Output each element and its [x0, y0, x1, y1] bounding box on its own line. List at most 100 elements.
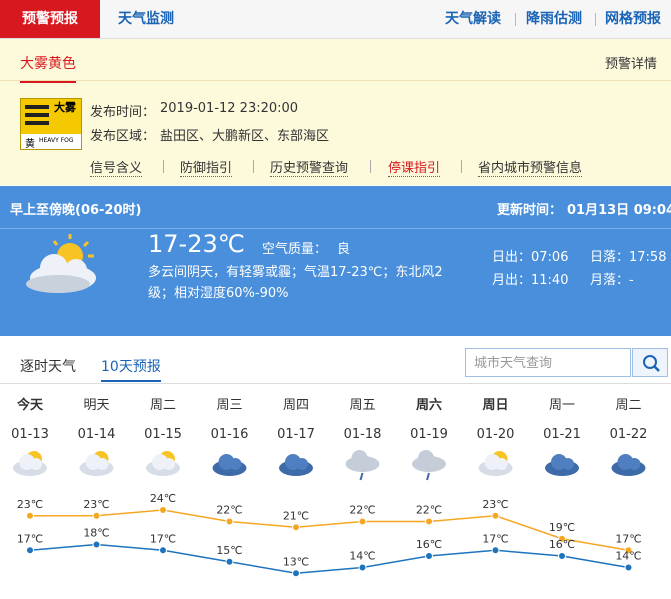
weather-icon: [611, 454, 646, 476]
day: 周六: [416, 397, 442, 413]
warning-panel: 大雾黄色 预警详情 大雾 黄 HEAVY FOG 发布时间： 2019-01-1…: [0, 39, 671, 185]
day: 周一: [549, 398, 575, 413]
day: 周五: [349, 398, 375, 413]
tab[interactable]: 10天预报: [101, 356, 161, 382]
search-input[interactable]: 城市天气查询: [465, 348, 631, 377]
today-icon: [26, 234, 96, 293]
date: 01-13: [11, 427, 49, 442]
rain: [426, 472, 430, 481]
low-point: [558, 552, 566, 560]
high-point: [358, 517, 367, 526]
cloud: [96, 458, 109, 470]
date: 01-16: [211, 427, 249, 442]
low-point: [358, 563, 367, 572]
date: 01-22: [610, 427, 648, 442]
period: 早上至傍晚(06-20时): [10, 203, 142, 218]
aqi: 良: [337, 242, 351, 257]
day: 周四: [283, 398, 309, 413]
today-panel: 早上至傍晚(06-20时) 更新时间： 01月13日 09:04 17-23℃ …: [0, 186, 671, 336]
high-label: 19℃: [549, 521, 575, 534]
low-point: [491, 546, 500, 555]
moonset: 月落：-: [590, 273, 634, 288]
high-point: [225, 517, 234, 526]
day: 周三: [216, 398, 242, 413]
date: 01-19: [410, 427, 448, 442]
date: 01-14: [78, 427, 116, 442]
tab[interactable]: 逐时天气: [20, 359, 76, 375]
cloud: [163, 458, 175, 470]
high-point: [92, 511, 101, 520]
divider: [0, 383, 671, 384]
separator: [515, 13, 516, 26]
low-point: [159, 546, 167, 555]
detail-link[interactable]: 预警详情: [604, 57, 657, 72]
nav-tab[interactable]: 预警预报: [0, 0, 100, 38]
low-label: 17℃: [150, 532, 176, 545]
low-point: [425, 552, 433, 560]
weather-icon: [345, 450, 380, 481]
day: 周日: [482, 398, 508, 413]
nav-link[interactable]: 降雨估测: [526, 11, 582, 27]
cloud: [562, 458, 574, 470]
desc: 多云间阴天，有轻雾或霾；气温17-23℃；东北风2: [148, 265, 443, 280]
high-label: 22℃: [216, 504, 242, 517]
cloud: [229, 458, 242, 470]
nav-link[interactable]: 天气解读: [445, 11, 501, 27]
date: 01-18: [344, 427, 382, 442]
weather-icon: [146, 451, 180, 476]
time-label: 发布时间：: [90, 105, 156, 120]
low-label: 16℃: [549, 538, 575, 551]
low-point: [26, 546, 34, 555]
cloud: [351, 450, 368, 466]
high-line: [30, 509, 629, 551]
weather-icon: [545, 454, 579, 476]
warning-link[interactable]: 历史预警查询: [270, 157, 349, 177]
warning-icon: 大雾 黄 HEAVY FOG: [20, 98, 82, 150]
fog-lines: [25, 105, 49, 109]
warning-link[interactable]: 信号含义: [90, 157, 143, 177]
cloud: [628, 458, 641, 470]
day: 今天: [16, 397, 44, 413]
high-label: 17℃: [615, 532, 641, 545]
warning-link[interactable]: 省内城市预警信息: [478, 157, 583, 177]
icon-title: 大雾: [54, 101, 76, 114]
icon-footer: [21, 134, 81, 149]
warning-link[interactable]: 停课指引: [388, 157, 441, 177]
high-point: [558, 534, 566, 543]
cloud: [495, 458, 508, 470]
update-label: 更新时间：: [497, 203, 563, 218]
separator: [163, 160, 164, 173]
separator: [370, 160, 371, 173]
forecast: 今天 01-13 明天 01-14 周二 01-15 周三 01-16 周四 01-17 周五 01-…: [11, 397, 648, 578]
icon-en: HEAVY FOG: [39, 137, 74, 144]
high-label: 24℃: [150, 492, 176, 505]
high-point: [624, 546, 633, 555]
low-point: [624, 563, 633, 572]
area-label: 发布区域：: [90, 129, 156, 144]
low-point: [92, 540, 101, 549]
high-label: 22℃: [349, 504, 375, 517]
warning-link[interactable]: 防御指引: [180, 157, 233, 177]
today-strip: [0, 186, 671, 229]
nav-link[interactable]: 网格预报: [605, 11, 661, 27]
high-label: 23℃: [482, 498, 508, 511]
high-point: [26, 511, 34, 520]
nav-tab[interactable]: 天气监测: [118, 11, 174, 27]
weather-icon: [212, 454, 247, 476]
high-label: 23℃: [17, 498, 43, 511]
icon-level: 黄: [25, 139, 35, 150]
warning-tab[interactable]: 大雾黄色: [20, 53, 76, 83]
date: 01-17: [277, 427, 315, 442]
nav-bar: 预警预报 天气监测 天气解读 降雨估测 网格预报: [0, 0, 671, 39]
high-label: 22℃: [416, 504, 442, 517]
low-label: 16℃: [416, 538, 442, 551]
moonrise: 月出：11:40: [492, 273, 569, 288]
sunset: 日落：17:58: [590, 250, 667, 265]
cloud: [30, 458, 42, 470]
low-point: [292, 569, 300, 578]
day: 明天: [83, 398, 109, 413]
day: 周二: [150, 398, 176, 413]
search-button[interactable]: [632, 348, 668, 377]
low-label: 18℃: [83, 527, 109, 540]
